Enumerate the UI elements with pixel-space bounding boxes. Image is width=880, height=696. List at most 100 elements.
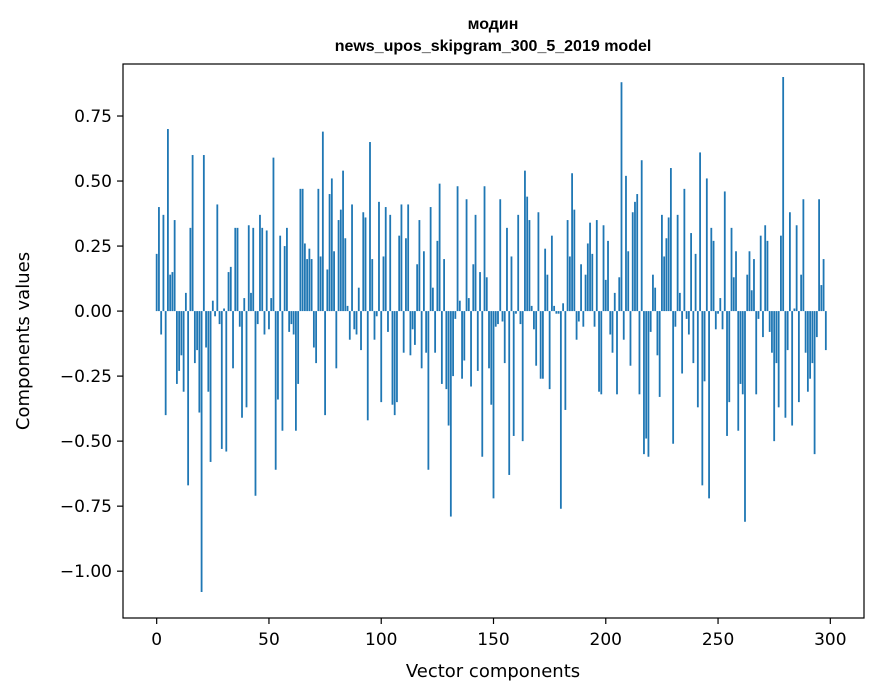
bar: [645, 311, 648, 439]
bar: [452, 311, 454, 377]
bar: [595, 220, 598, 312]
bar: [281, 311, 284, 431]
bar: [167, 129, 169, 312]
bar: [714, 311, 717, 330]
bar: [427, 311, 430, 470]
bar: [703, 311, 706, 382]
bar: [618, 277, 621, 312]
bar: [454, 311, 457, 319]
bar: [524, 170, 526, 312]
bar: [559, 311, 562, 509]
bar: [216, 204, 219, 312]
bar: [389, 214, 392, 312]
bar: [272, 157, 275, 312]
bar: [699, 152, 701, 312]
bar: [220, 311, 223, 449]
bar: [672, 311, 675, 444]
bar: [780, 235, 782, 312]
bar: [373, 311, 376, 340]
bar: [369, 142, 371, 312]
bar: [757, 311, 760, 319]
bar: [815, 311, 818, 338]
bar: [200, 311, 203, 592]
bar: [409, 311, 412, 356]
bar: [818, 199, 820, 312]
bar: [661, 214, 663, 312]
chart-title-line1: модин: [468, 16, 519, 33]
bar: [440, 311, 443, 384]
bar: [501, 311, 504, 322]
bar: [232, 311, 234, 369]
bar: [503, 311, 506, 364]
bar: [766, 240, 769, 312]
bar: [292, 311, 295, 335]
bar: [378, 201, 380, 312]
bar: [789, 212, 791, 312]
bar: [315, 311, 318, 364]
bar: [308, 248, 311, 312]
bar: [256, 311, 259, 325]
bar: [526, 196, 529, 312]
bar: [481, 311, 484, 457]
bar: [708, 311, 710, 499]
bar: [497, 311, 499, 325]
bar: [656, 311, 659, 356]
bar: [822, 259, 825, 312]
bar: [528, 220, 531, 312]
bar: [676, 214, 679, 312]
bar: [339, 209, 342, 312]
bar: [483, 186, 486, 312]
bar: [629, 311, 632, 366]
bar: [506, 227, 508, 312]
y-tick-label: −0.25: [60, 367, 112, 387]
bar: [326, 269, 329, 312]
bar: [696, 311, 699, 408]
y-tick-label: −0.50: [60, 432, 112, 452]
bar: [317, 188, 320, 312]
bar: [337, 220, 340, 312]
bar: [564, 311, 567, 410]
bar: [530, 305, 533, 312]
bar: [375, 311, 378, 317]
bar: [178, 311, 181, 371]
bar: [638, 311, 641, 395]
bar: [295, 311, 297, 431]
bar: [701, 311, 704, 486]
bar: [196, 311, 198, 351]
bar: [683, 188, 686, 312]
bar: [580, 264, 582, 312]
bar: [362, 212, 365, 312]
bar: [694, 253, 697, 312]
bar: [321, 131, 324, 312]
bar: [184, 292, 187, 312]
bar: [366, 311, 369, 421]
bar: [797, 311, 800, 403]
bar: [793, 308, 796, 312]
bar: [261, 227, 264, 312]
bar: [726, 311, 728, 436]
bar: [283, 246, 286, 312]
bar: [589, 222, 591, 312]
bar: [652, 274, 654, 312]
bar: [687, 311, 690, 335]
bar: [777, 311, 780, 408]
bar: [398, 235, 401, 312]
bar: [811, 311, 814, 364]
bar: [577, 311, 580, 322]
bar: [744, 311, 746, 522]
bar: [254, 311, 257, 496]
bar: [445, 311, 448, 390]
bar: [622, 311, 625, 340]
bar: [384, 207, 387, 312]
bar: [604, 279, 607, 312]
bar: [737, 311, 740, 431]
y-tick-label: −0.75: [60, 497, 112, 517]
x-tick-label: 100: [365, 630, 397, 650]
bar: [690, 233, 692, 312]
bar: [746, 274, 749, 312]
x-tick-label: 0: [151, 630, 162, 650]
bar: [674, 311, 677, 327]
x-tick-label: 50: [258, 630, 280, 650]
bar: [571, 173, 573, 312]
bar: [218, 311, 221, 325]
